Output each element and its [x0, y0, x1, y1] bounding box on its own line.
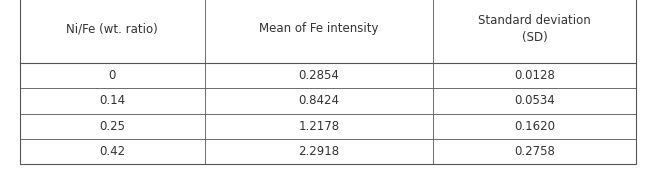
Text: Standard deviation
(SD): Standard deviation (SD): [478, 14, 591, 44]
Text: 0.14: 0.14: [99, 94, 125, 107]
Text: 0.2758: 0.2758: [514, 145, 555, 158]
Text: 0.0534: 0.0534: [514, 94, 555, 107]
Text: 0: 0: [108, 69, 116, 82]
Text: 0.1620: 0.1620: [514, 120, 555, 133]
Text: 1.2178: 1.2178: [298, 120, 339, 133]
Text: 0.42: 0.42: [99, 145, 125, 158]
Text: Mean of Fe intensity: Mean of Fe intensity: [259, 22, 379, 35]
Text: 2.2918: 2.2918: [298, 145, 339, 158]
Text: 0.0128: 0.0128: [514, 69, 555, 82]
Text: 0.25: 0.25: [99, 120, 125, 133]
Text: Ni/Fe (wt. ratio): Ni/Fe (wt. ratio): [66, 22, 158, 35]
Text: 0.2854: 0.2854: [298, 69, 339, 82]
Text: 0.8424: 0.8424: [298, 94, 339, 107]
